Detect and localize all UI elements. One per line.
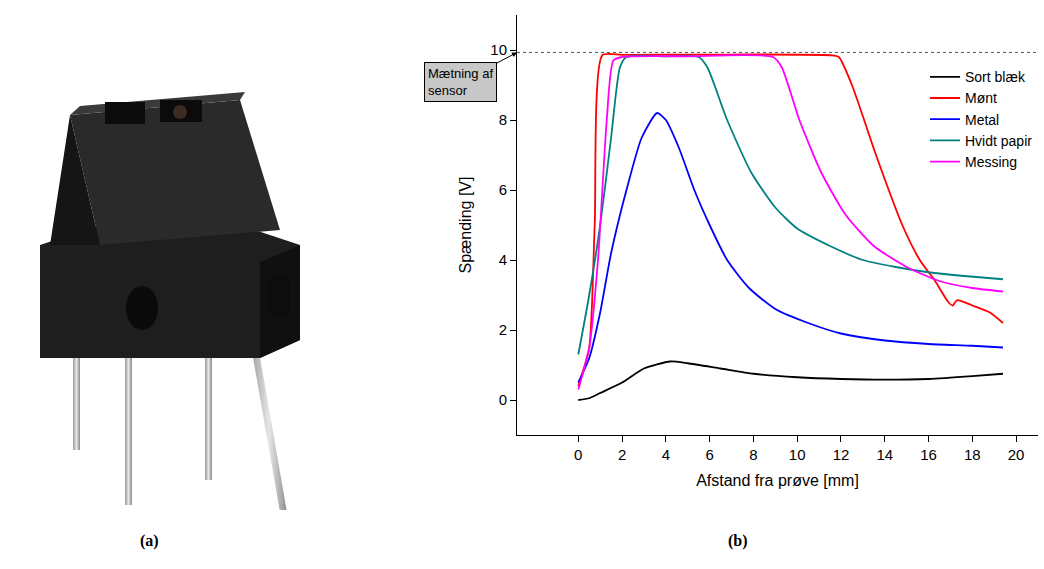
svg-text:8: 8 xyxy=(499,111,507,128)
svg-text:8: 8 xyxy=(749,446,757,463)
svg-text:Messing: Messing xyxy=(965,154,1017,170)
svg-text:6: 6 xyxy=(499,181,507,198)
svg-text:Afstand fra prøve [mm]: Afstand fra prøve [mm] xyxy=(696,472,859,489)
svg-text:Spænding [V]: Spænding [V] xyxy=(457,177,474,274)
svg-text:12: 12 xyxy=(833,446,850,463)
svg-text:6: 6 xyxy=(705,446,713,463)
svg-text:4: 4 xyxy=(499,251,507,268)
svg-text:4: 4 xyxy=(662,446,670,463)
svg-text:20: 20 xyxy=(1008,446,1025,463)
svg-text:Mønt: Mønt xyxy=(965,90,997,106)
svg-text:18: 18 xyxy=(964,446,981,463)
html-text:(b): (b) xyxy=(728,532,748,549)
svg-text:Metal: Metal xyxy=(965,112,999,128)
svg-text:Hvidt papir: Hvidt papir xyxy=(965,133,1032,149)
svg-text:Mætning afsensor: Mætning afsensor xyxy=(428,66,493,98)
svg-text:2: 2 xyxy=(499,321,507,338)
svg-text:10: 10 xyxy=(789,446,806,463)
svg-text:10: 10 xyxy=(490,41,507,58)
svg-text:0: 0 xyxy=(574,446,582,463)
svg-text:2: 2 xyxy=(618,446,626,463)
svg-text:16: 16 xyxy=(920,446,937,463)
svg-text:Sort blæk: Sort blæk xyxy=(965,69,1026,85)
html-text:(a): (a) xyxy=(140,532,159,549)
svg-text:0: 0 xyxy=(499,391,507,408)
svg-text:14: 14 xyxy=(876,446,893,463)
